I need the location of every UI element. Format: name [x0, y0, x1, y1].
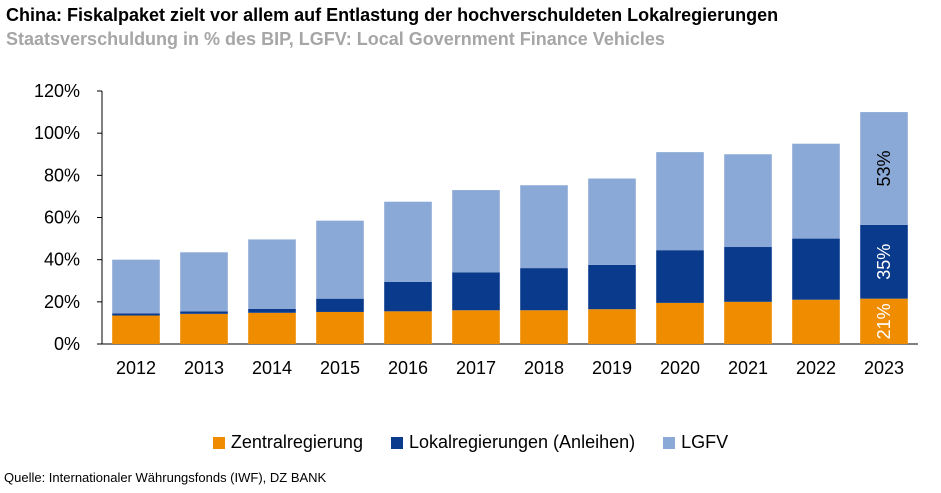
bar-segment: [316, 298, 364, 312]
bar-segment: [792, 238, 840, 300]
bar-segment: [860, 112, 908, 225]
bar-segment: [656, 152, 704, 251]
bar-segment: [180, 311, 228, 314]
bar-segment: [724, 247, 772, 302]
legend-item-lgfv: LGFV: [663, 432, 728, 453]
bar-segment: [180, 252, 228, 312]
y-tick-label: 20%: [44, 292, 80, 312]
x-tick-label: 2019: [592, 358, 632, 378]
bar-segment: [792, 143, 840, 239]
bar-segment: [860, 298, 908, 344]
x-axis: 2012 2013 2014 2015 2016 2017 2018 2019 2020 2021…: [102, 343, 918, 378]
y-tick-label: 0%: [54, 334, 80, 354]
bar-segment: [384, 281, 432, 312]
bar-segment: [656, 302, 704, 344]
bar-segment: [316, 220, 364, 299]
bar-segment: [248, 309, 296, 313]
data-label: 21%: [874, 303, 894, 339]
y-tick-label: 80%: [44, 165, 80, 185]
bar-segment: [112, 315, 160, 344]
bar-segment: [452, 272, 500, 311]
chart-subtitle: Staatsverschuldung in % des BIP, LGFV: L…: [6, 29, 665, 49]
legend-swatch-zentralregierung: [212, 436, 225, 449]
bar-segment: [656, 250, 704, 303]
stacked-bar-chart: 0%20%40%60%80%100%120% 2012 2013 2014 2015 2…: [34, 81, 918, 378]
x-tick-label: 2016: [388, 358, 428, 378]
bar-segment: [452, 310, 500, 344]
x-tick-label: 2013: [184, 358, 224, 378]
x-tick-label: 2015: [320, 358, 360, 378]
bar-segment: [520, 185, 568, 269]
y-tick-label: 40%: [44, 250, 80, 270]
x-tick-label: 2023: [864, 358, 904, 378]
bar-segment: [520, 310, 568, 344]
bar-segment: [112, 259, 160, 314]
bar-segment: [724, 301, 772, 344]
legend-item-lokalregierungen: Lokalregierungen (Anleihen): [390, 432, 636, 453]
y-axis: 0% 20% 40% 60% 80% 100% 120%: [34, 81, 103, 354]
bar-segment: [180, 313, 228, 344]
bar-segment: [588, 309, 636, 344]
legend-item-zentralregierung: Zentralregierung: [212, 432, 363, 453]
data-label: 53%: [874, 150, 894, 186]
x-tick-label: 2021: [728, 358, 768, 378]
bar-segment: [588, 178, 636, 265]
bar-segment: [452, 190, 500, 273]
y-tick-label: 60%: [44, 208, 80, 228]
bar-segment: [384, 311, 432, 344]
bar-segment: [384, 201, 432, 282]
legend-label-lokalregierungen: Lokalregierungen (Anleihen): [408, 432, 636, 452]
x-tick-label: 2012: [116, 358, 156, 378]
bar-segment: [724, 154, 772, 248]
legend-swatch-lgfv: [663, 436, 676, 449]
x-tick-label: 2014: [252, 358, 292, 378]
bar-segment: [792, 299, 840, 344]
legend-label-zentralregierung: Zentralregierung: [230, 432, 363, 452]
bar-segment: [860, 224, 908, 299]
y-tick-label: 100%: [34, 123, 80, 143]
legend: Zentralregierung Lokalregierungen (Anlei…: [0, 432, 941, 453]
legend-swatch-lokalregierungen: [390, 436, 403, 449]
bar-segment: [316, 311, 364, 344]
x-tick-label: 2020: [660, 358, 700, 378]
x-tick-label: 2022: [796, 358, 836, 378]
x-tick-label: 2018: [524, 358, 564, 378]
data-labels: 21% 35% 53%: [874, 150, 894, 339]
x-tick-label: 2017: [456, 358, 496, 378]
source-note: Quelle: Internationaler Währungsfonds (I…: [4, 470, 327, 485]
data-label: 35%: [874, 244, 894, 280]
bar-segment: [248, 239, 296, 310]
y-tick-label: 120%: [34, 81, 80, 101]
chart-title: China: Fiskalpaket zielt vor allem auf E…: [6, 5, 779, 25]
bar-segment: [112, 313, 160, 316]
bar-segment: [520, 268, 568, 311]
bars: [112, 112, 908, 344]
bar-segment: [248, 312, 296, 344]
legend-label-lgfv: LGFV: [681, 432, 729, 452]
bar-segment: [588, 264, 636, 310]
